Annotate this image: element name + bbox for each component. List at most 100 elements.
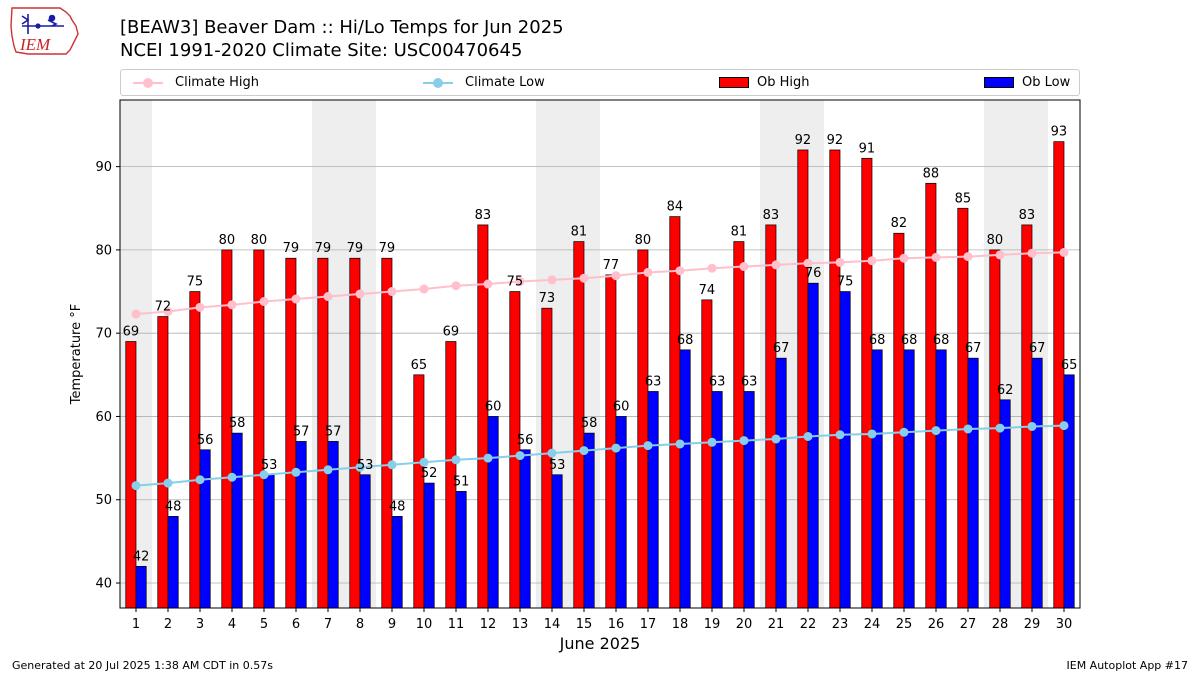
ob-low-value-label: 53	[261, 458, 278, 473]
climate-low-point	[867, 429, 877, 439]
weather-station-icon	[21, 14, 64, 34]
ob-low-value-label: 48	[389, 499, 406, 514]
climate-low-point	[931, 426, 941, 436]
ob-high-bar	[1021, 224, 1033, 609]
y-axis-label: Temperature °F	[69, 304, 84, 405]
logo-text: IEM	[19, 35, 51, 54]
ob-high-value-label: 79	[379, 241, 396, 256]
climate-high-point	[163, 307, 173, 317]
climate-high-point	[931, 252, 941, 262]
ob-low-swatch	[984, 77, 1014, 88]
legend-item-climate-high: Climate High	[133, 70, 259, 95]
ob-high-value-label: 79	[283, 241, 300, 256]
ob-high-value-label: 79	[315, 241, 332, 256]
x-tick-label: 5	[260, 617, 268, 632]
ob-high-value-label: 69	[123, 325, 140, 340]
climate-high-point	[291, 294, 301, 304]
climate-low-point	[579, 446, 589, 456]
climate-high-point	[963, 252, 973, 262]
ob-high-value-label: 75	[507, 275, 524, 290]
climate-low-point	[707, 437, 717, 447]
ob-low-bar	[391, 516, 403, 609]
ob-high-value-label: 88	[923, 166, 940, 181]
climate-high-point	[227, 300, 237, 310]
climate-low-point	[643, 441, 653, 451]
x-tick-label: 20	[736, 617, 753, 632]
y-tick-label: 60	[95, 410, 112, 425]
ob-high-bar	[765, 224, 777, 609]
ob-low-bar	[903, 349, 915, 609]
ob-low-bar	[455, 491, 467, 609]
y-tick-label: 50	[95, 493, 112, 508]
climate-low-point	[899, 427, 909, 437]
ob-low-value-label: 67	[773, 341, 790, 356]
ob-high-bar	[669, 216, 681, 609]
ob-high-value-label: 80	[219, 233, 236, 248]
climate-high-point	[995, 250, 1005, 260]
ob-high-bar	[605, 274, 617, 609]
x-tick-label: 3	[196, 617, 204, 632]
ob-high-value-label: 80	[635, 233, 652, 248]
ob-low-value-label: 60	[613, 399, 630, 414]
legend-label-ob-low: Ob Low	[1022, 75, 1071, 90]
climate-high-point	[131, 309, 141, 319]
ob-high-value-label: 83	[1019, 208, 1036, 223]
climate-low-point	[259, 470, 269, 480]
x-tick-label: 19	[704, 617, 721, 632]
x-tick-label: 2	[164, 617, 172, 632]
legend-label-climate-low: Climate Low	[465, 75, 545, 90]
ob-low-bar	[423, 482, 435, 609]
climate-high-point	[1027, 248, 1037, 258]
climate-low-point	[195, 475, 205, 485]
x-tick-label: 4	[228, 617, 236, 632]
climate-high-point	[675, 266, 685, 276]
ob-high-value-label: 72	[155, 300, 172, 315]
ob-low-bar	[551, 474, 563, 609]
climate-low-swatch	[423, 77, 453, 89]
climate-low-point	[227, 472, 237, 482]
ob-high-value-label: 92	[827, 133, 844, 148]
ob-low-value-label: 63	[645, 374, 662, 389]
climate-low-point	[675, 439, 685, 449]
x-tick-label: 13	[512, 617, 529, 632]
ob-low-bar	[487, 416, 499, 609]
climate-low-point	[355, 462, 365, 472]
ob-high-bar	[509, 291, 521, 609]
ob-low-bar	[231, 432, 243, 609]
x-tick-label: 12	[480, 617, 497, 632]
ob-low-bar	[839, 291, 851, 609]
climate-high-point	[259, 297, 269, 307]
ob-high-value-label: 91	[859, 141, 876, 156]
ob-high-value-label: 81	[571, 225, 588, 240]
climate-low-point	[803, 431, 813, 441]
ob-low-value-label: 53	[549, 458, 566, 473]
climate-high-point	[195, 302, 205, 312]
climate-low-point	[835, 430, 845, 440]
ob-low-bar	[519, 449, 531, 609]
y-tick-label: 40	[95, 577, 112, 592]
ob-low-value-label: 51	[453, 474, 470, 489]
climate-low-point	[963, 424, 973, 434]
ob-low-value-label: 57	[325, 424, 342, 439]
climate-low-point	[739, 436, 749, 446]
ob-high-value-label: 83	[763, 208, 780, 223]
ob-high-bar	[125, 341, 137, 609]
ob-high-bar	[189, 291, 201, 609]
ob-high-value-label: 80	[987, 233, 1004, 248]
x-tick-label: 29	[1024, 617, 1041, 632]
x-tick-label: 23	[832, 617, 849, 632]
ob-low-value-label: 58	[581, 416, 598, 431]
chart-title: [BEAW3] Beaver Dam :: Hi/Lo Temps for Ju…	[120, 17, 564, 38]
legend-label-ob-high: Ob High	[757, 75, 810, 90]
ob-low-bar	[167, 516, 179, 609]
climate-low-point	[291, 467, 301, 477]
climate-high-point	[771, 260, 781, 270]
x-tick-label: 26	[928, 617, 945, 632]
x-tick-label: 24	[864, 617, 881, 632]
ob-low-bar	[807, 282, 819, 609]
chart-legend: Climate High Climate Low Ob High Ob Low	[120, 69, 1080, 96]
y-tick-label: 80	[95, 243, 112, 258]
ob-high-bar	[861, 157, 873, 609]
ob-low-bar	[1031, 357, 1043, 609]
ob-low-bar	[967, 357, 979, 609]
